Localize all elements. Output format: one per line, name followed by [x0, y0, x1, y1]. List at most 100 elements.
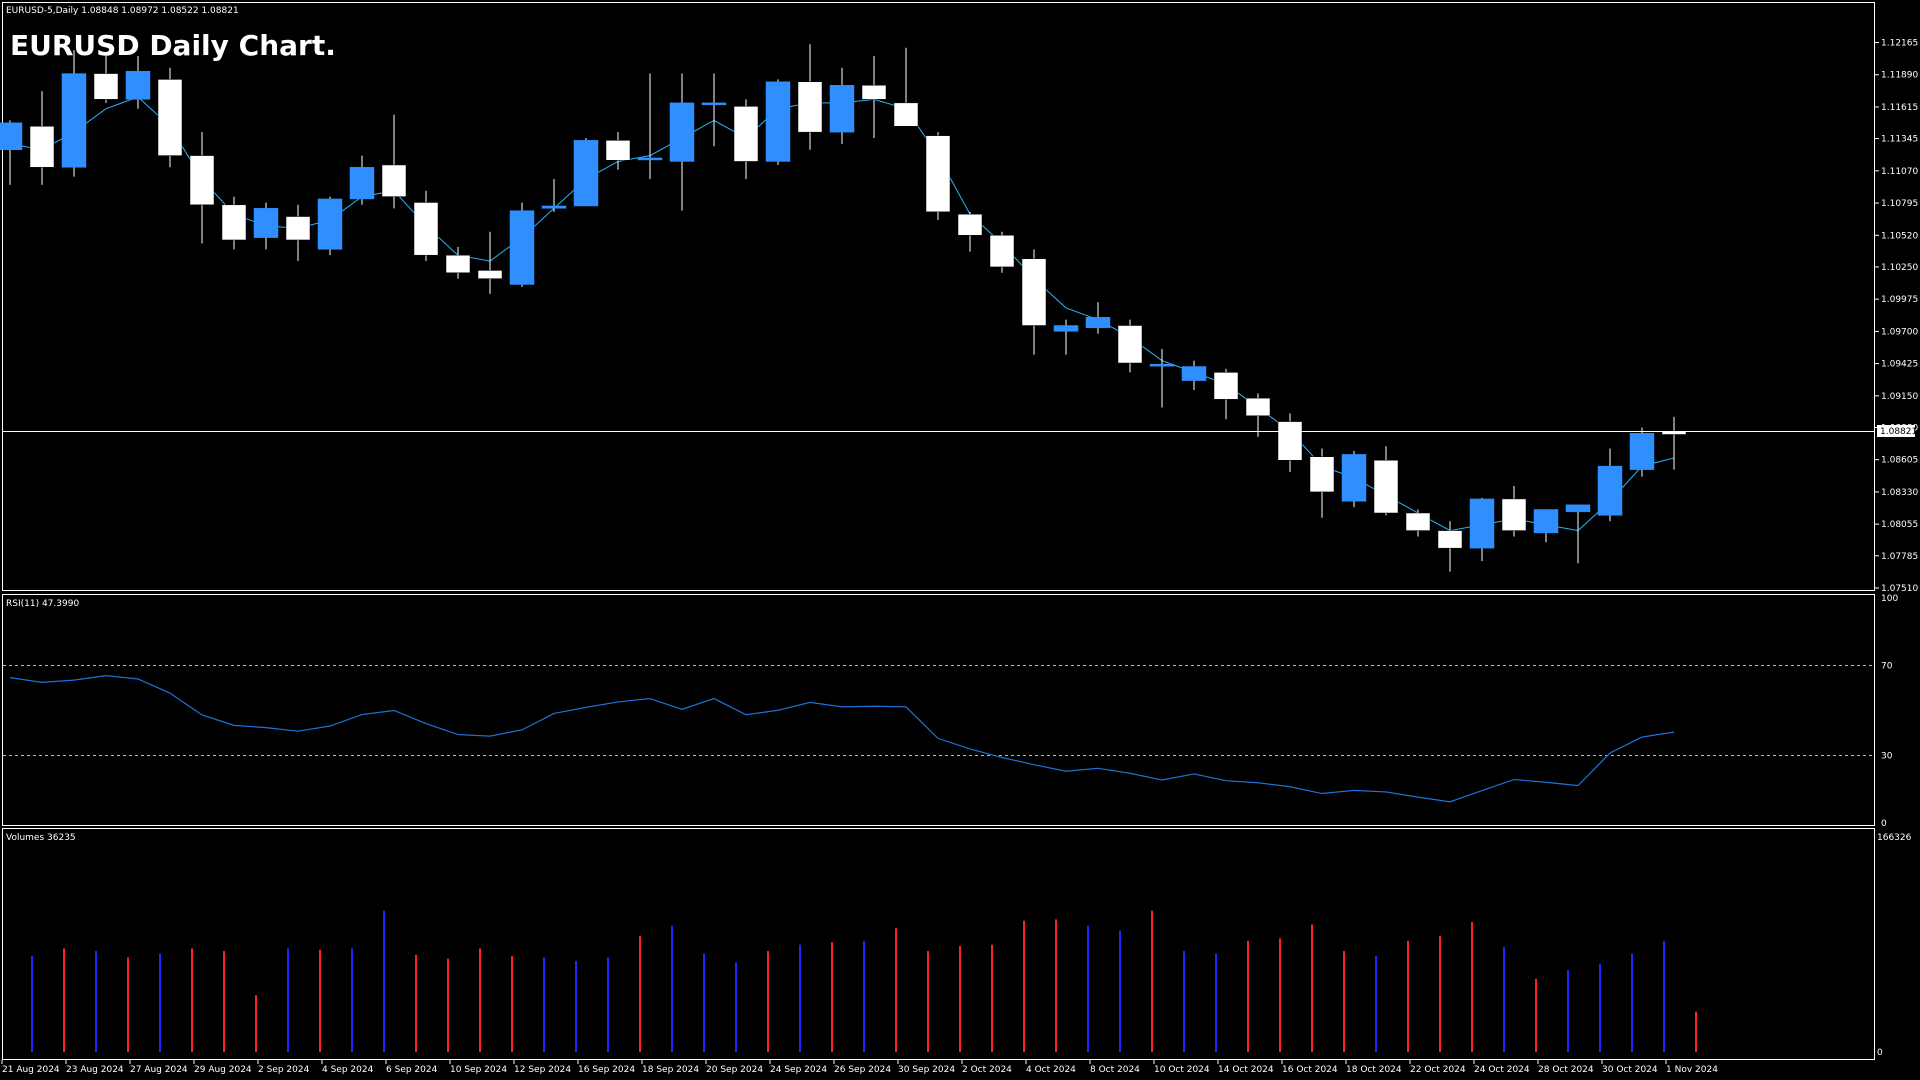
date-axis: 21 Aug 2024 23 Aug 2024 27 Aug 2024 29 Aug …: [1, 1060, 1718, 1075]
candle-body: [1309, 456, 1335, 493]
candle-body: [1021, 258, 1047, 326]
date-axis-label: 24 Oct 2024: [1474, 1065, 1530, 1075]
rsi-layer: 100 70 30 0: [3, 594, 1898, 829]
date-axis-label: 16 Sep 2024: [578, 1065, 635, 1075]
date-axis-label: 4 Oct 2024: [1026, 1065, 1076, 1075]
candle-body: [1469, 498, 1495, 549]
date-axis-label: 26 Sep 2024: [834, 1065, 891, 1075]
candle-body: [189, 155, 215, 206]
candle-body: [477, 270, 503, 279]
price-axis-label: 1.11345: [1881, 135, 1918, 145]
candle-body: [317, 198, 343, 250]
date-axis-label: 29 Aug 2024: [194, 1065, 252, 1075]
price-axis-label: 1.09150: [1881, 392, 1918, 402]
candle-body: [605, 140, 631, 161]
candle-body: [93, 73, 119, 100]
rsi-axis-label: 100: [1881, 594, 1898, 604]
candles-layer[interactable]: [0, 44, 1687, 572]
price-axis-label: 1.09700: [1881, 327, 1918, 337]
candle-body: [1565, 504, 1591, 513]
panel-frames: [2, 2, 1875, 1060]
candle-body: [1373, 460, 1399, 514]
candle-body: [125, 70, 151, 100]
candle-body: [1277, 421, 1303, 461]
price-axis-label: 1.08330: [1881, 488, 1918, 498]
price-axis-label: 1.10795: [1881, 199, 1918, 209]
date-axis-label: 23 Aug 2024: [66, 1065, 124, 1075]
date-axis-label: 24 Sep 2024: [770, 1065, 827, 1075]
candle-body: [157, 79, 183, 156]
candle-body: [925, 135, 951, 213]
candle-body: [1437, 530, 1463, 549]
candle-body: [61, 73, 87, 168]
candle-body: [861, 85, 887, 100]
candle-body: [381, 164, 407, 197]
volume-label: Volumes 36235: [6, 833, 76, 843]
candle-body: [669, 102, 695, 162]
symbol-info: EURUSD-5,Daily 1.08848 1.08972 1.08522 1…: [6, 6, 239, 16]
candle-body: [29, 126, 55, 168]
rsi-axis-label: 30: [1881, 752, 1893, 762]
date-axis-label: 14 Oct 2024: [1218, 1065, 1274, 1075]
candle-body: [1085, 317, 1111, 329]
current-price-tag: [1877, 425, 1915, 437]
candle-body: [1245, 397, 1271, 416]
date-axis-label: 10 Oct 2024: [1154, 1065, 1210, 1075]
date-axis-label: 8 Oct 2024: [1090, 1065, 1140, 1075]
date-axis-label: 18 Sep 2024: [642, 1065, 699, 1075]
date-axis-label: 16 Oct 2024: [1282, 1065, 1338, 1075]
rsi-panel-frame: [2, 594, 1875, 826]
candle-body: [1405, 512, 1431, 531]
price-axis-label: 1.07510: [1881, 584, 1918, 594]
date-axis-label: 30 Oct 2024: [1602, 1065, 1658, 1075]
candle-body: [445, 254, 471, 274]
price-axis-label: 1.11890: [1881, 71, 1918, 81]
candle-body: [1117, 325, 1143, 364]
date-axis-label: 22 Oct 2024: [1410, 1065, 1466, 1075]
date-axis-label: 2 Sep 2024: [258, 1065, 310, 1075]
price-axis-label: 1.09425: [1881, 360, 1918, 370]
rsi-line: [9, 675, 1675, 803]
candle-body: [893, 102, 919, 127]
price-axis-label: 1.09975: [1881, 295, 1918, 305]
candle-body: [989, 235, 1015, 268]
price-panel-frame: [2, 2, 1875, 591]
date-axis-label: 6 Sep 2024: [386, 1065, 438, 1075]
date-axis-label: 21 Aug 2024: [2, 1065, 60, 1075]
candle-body: [1597, 465, 1623, 516]
candle-body: [221, 204, 247, 241]
candle-body: [1661, 430, 1687, 435]
candle-body: [829, 85, 855, 133]
candle-body: [1181, 366, 1207, 381]
date-axis-label: 30 Sep 2024: [898, 1065, 955, 1075]
chart-title: EURUSD Daily Chart.: [10, 29, 336, 62]
rsi-axis-label: 70: [1881, 662, 1893, 672]
price-axis-label: 1.10250: [1881, 263, 1918, 273]
candle-body: [1501, 498, 1527, 531]
date-axis-label: 27 Aug 2024: [130, 1065, 188, 1075]
volume-max-label: 166326: [1877, 833, 1912, 843]
candle-body: [1149, 363, 1175, 367]
date-axis-label: 4 Sep 2024: [322, 1065, 374, 1075]
candle-body: [1213, 372, 1239, 400]
candle-body: [1053, 325, 1079, 332]
date-axis-label: 1 Nov 2024: [1666, 1065, 1718, 1075]
candle-body: [573, 140, 599, 207]
candle-body: [1533, 509, 1559, 534]
volume-zero-label: 0: [1877, 1048, 1883, 1058]
candle-body: [509, 210, 535, 285]
price-axis-label: 1.10520: [1881, 231, 1918, 241]
candle-body: [253, 208, 279, 238]
price-axis-label: 1.12165: [1881, 39, 1918, 49]
rsi-axis-label: 0: [1881, 819, 1887, 829]
date-axis-label: 2 Oct 2024: [962, 1065, 1012, 1075]
date-axis-label: 12 Sep 2024: [514, 1065, 571, 1075]
date-axis-label: 10 Sep 2024: [450, 1065, 507, 1075]
price-axis-label: 1.08055: [1881, 520, 1918, 530]
candle-body: [1341, 454, 1367, 502]
price-axis-label: 1.07785: [1881, 552, 1918, 562]
candle-body: [413, 202, 439, 256]
candle-body: [957, 213, 983, 236]
